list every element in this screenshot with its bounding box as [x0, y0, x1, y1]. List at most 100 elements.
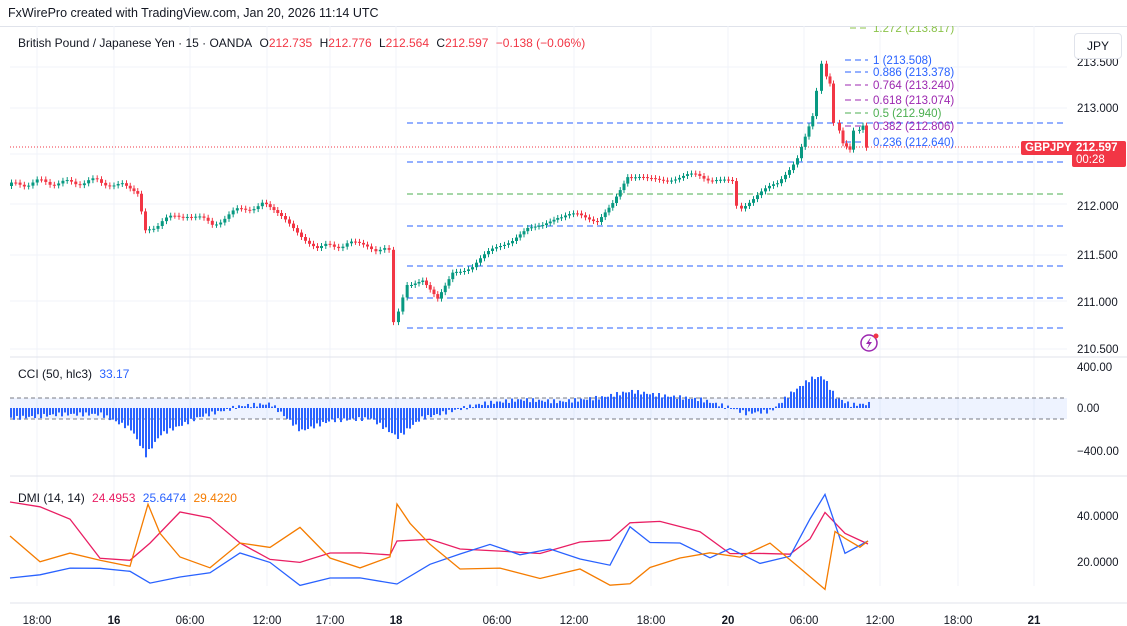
candle-body[interactable] — [288, 219, 291, 224]
candle-body[interactable] — [260, 202, 264, 207]
candle-body[interactable] — [727, 179, 730, 181]
candle-body[interactable] — [227, 214, 231, 219]
candle-body[interactable] — [626, 177, 630, 184]
symbol-legend[interactable]: British Pound / Japanese Yen · 15 · OAND… — [18, 36, 589, 50]
candle-body[interactable] — [522, 231, 526, 235]
candle-body[interactable] — [735, 181, 738, 206]
candle-body[interactable] — [421, 280, 425, 283]
time-axis[interactable]: 18:00 16 06:00 12:00 17:00 18 06:00 12:00 18:00 2… — [23, 615, 1041, 626]
candle-body[interactable] — [503, 244, 506, 247]
candle-body[interactable] — [48, 181, 52, 185]
lightning-alert-icon[interactable] — [860, 333, 879, 352]
candle-body[interactable] — [618, 190, 622, 197]
candle-body[interactable] — [341, 246, 345, 249]
candle-body[interactable] — [140, 193, 143, 212]
candle-body[interactable] — [841, 130, 845, 144]
candle-body[interactable] — [436, 294, 440, 299]
candle-body[interactable] — [638, 176, 641, 178]
candle-body[interactable] — [300, 232, 303, 238]
candle-body[interactable] — [715, 180, 718, 182]
candle-body[interactable] — [165, 217, 168, 222]
candle-body[interactable] — [272, 207, 276, 211]
candle-body[interactable] — [370, 246, 373, 250]
candle-body[interactable] — [698, 173, 702, 176]
candle-body[interactable] — [537, 225, 541, 227]
candle-body[interactable] — [511, 240, 514, 244]
candle-body[interactable] — [10, 182, 13, 186]
candle-body[interactable] — [82, 183, 86, 186]
candle-body[interactable] — [292, 223, 295, 229]
candle-body[interactable] — [74, 181, 78, 185]
candle-body[interactable] — [630, 177, 633, 179]
candle-body[interactable] — [284, 216, 287, 220]
candle-body[interactable] — [156, 226, 160, 229]
candle-body[interactable] — [796, 158, 799, 165]
candle-body[interactable] — [443, 285, 447, 293]
candle-body[interactable] — [65, 180, 69, 182]
candle-body[interactable] — [515, 237, 518, 241]
candle-body[interactable] — [815, 90, 818, 117]
candle-body[interactable] — [425, 280, 428, 286]
candle-body[interactable] — [202, 216, 206, 218]
candle-body[interactable] — [308, 240, 311, 244]
candlestick-series[interactable] — [10, 60, 868, 326]
candle-body[interactable] — [345, 243, 349, 247]
candle-body[interactable] — [803, 136, 807, 147]
candle-body[interactable] — [324, 243, 328, 246]
candle-body[interactable] — [731, 179, 734, 182]
candle-body[interactable] — [674, 179, 677, 181]
candle-body[interactable] — [650, 178, 653, 180]
candle-body[interactable] — [378, 249, 382, 252]
candle-body[interactable] — [852, 130, 855, 150]
candle-body[interactable] — [459, 271, 462, 273]
candle-body[interactable] — [740, 205, 743, 209]
chart-canvas[interactable]: 1.272 (213.817) 1 (213.508)0.886 (213.378… — [0, 26, 1127, 626]
candle-body[interactable] — [316, 246, 319, 249]
candle-body[interactable] — [40, 179, 43, 181]
candle-body[interactable] — [144, 211, 147, 231]
candle-body[interactable] — [219, 222, 223, 225]
candle-body[interactable] — [530, 227, 533, 229]
candle-body[interactable] — [584, 215, 587, 218]
candle-body[interactable] — [152, 228, 156, 230]
dmi-legend[interactable]: DMI (14, 14) 24.4953 25.6474 29.4220 — [18, 491, 241, 505]
candle-body[interactable] — [479, 258, 482, 263]
candle-body[interactable] — [256, 206, 260, 210]
candle-body[interactable] — [564, 215, 567, 218]
candle-body[interactable] — [440, 292, 443, 299]
candle-body[interactable] — [169, 215, 173, 218]
candle-body[interactable] — [828, 76, 832, 84]
candle-body[interactable] — [31, 182, 35, 186]
candle-body[interactable] — [173, 215, 177, 217]
candle-body[interactable] — [136, 191, 140, 194]
candle-body[interactable] — [265, 202, 268, 205]
candle-body[interactable] — [495, 247, 498, 249]
candle-body[interactable] — [662, 179, 665, 181]
candle-body[interactable] — [572, 213, 575, 215]
candle-body[interactable] — [768, 185, 771, 189]
candle-body[interactable] — [784, 174, 787, 180]
candle-body[interactable] — [231, 210, 235, 215]
candle-body[interactable] — [132, 188, 136, 192]
candle-body[interactable] — [455, 271, 458, 273]
candle-body[interactable] — [592, 219, 595, 222]
candle-body[interactable] — [694, 173, 698, 175]
candle-body[interactable] — [44, 179, 48, 182]
cci-legend[interactable]: CCI (50, hlc3) 33.17 — [18, 367, 133, 381]
candle-body[interactable] — [748, 202, 751, 207]
candle-body[interactable] — [861, 125, 865, 130]
candle-body[interactable] — [471, 267, 474, 270]
dmi-series-line[interactable] — [9, 492, 869, 587]
candle-body[interactable] — [780, 179, 783, 184]
candle-body[interactable] — [706, 178, 710, 181]
candle-body[interactable] — [401, 297, 405, 312]
candle-body[interactable] — [463, 270, 466, 272]
candle-body[interactable] — [807, 126, 811, 137]
candle-body[interactable] — [642, 176, 645, 178]
candle-body[interactable] — [181, 216, 185, 218]
candle-body[interactable] — [792, 164, 795, 171]
candle-body[interactable] — [670, 180, 673, 182]
candle-body[interactable] — [518, 234, 522, 238]
candle-body[interactable] — [568, 214, 571, 216]
candle-body[interactable] — [658, 178, 661, 180]
